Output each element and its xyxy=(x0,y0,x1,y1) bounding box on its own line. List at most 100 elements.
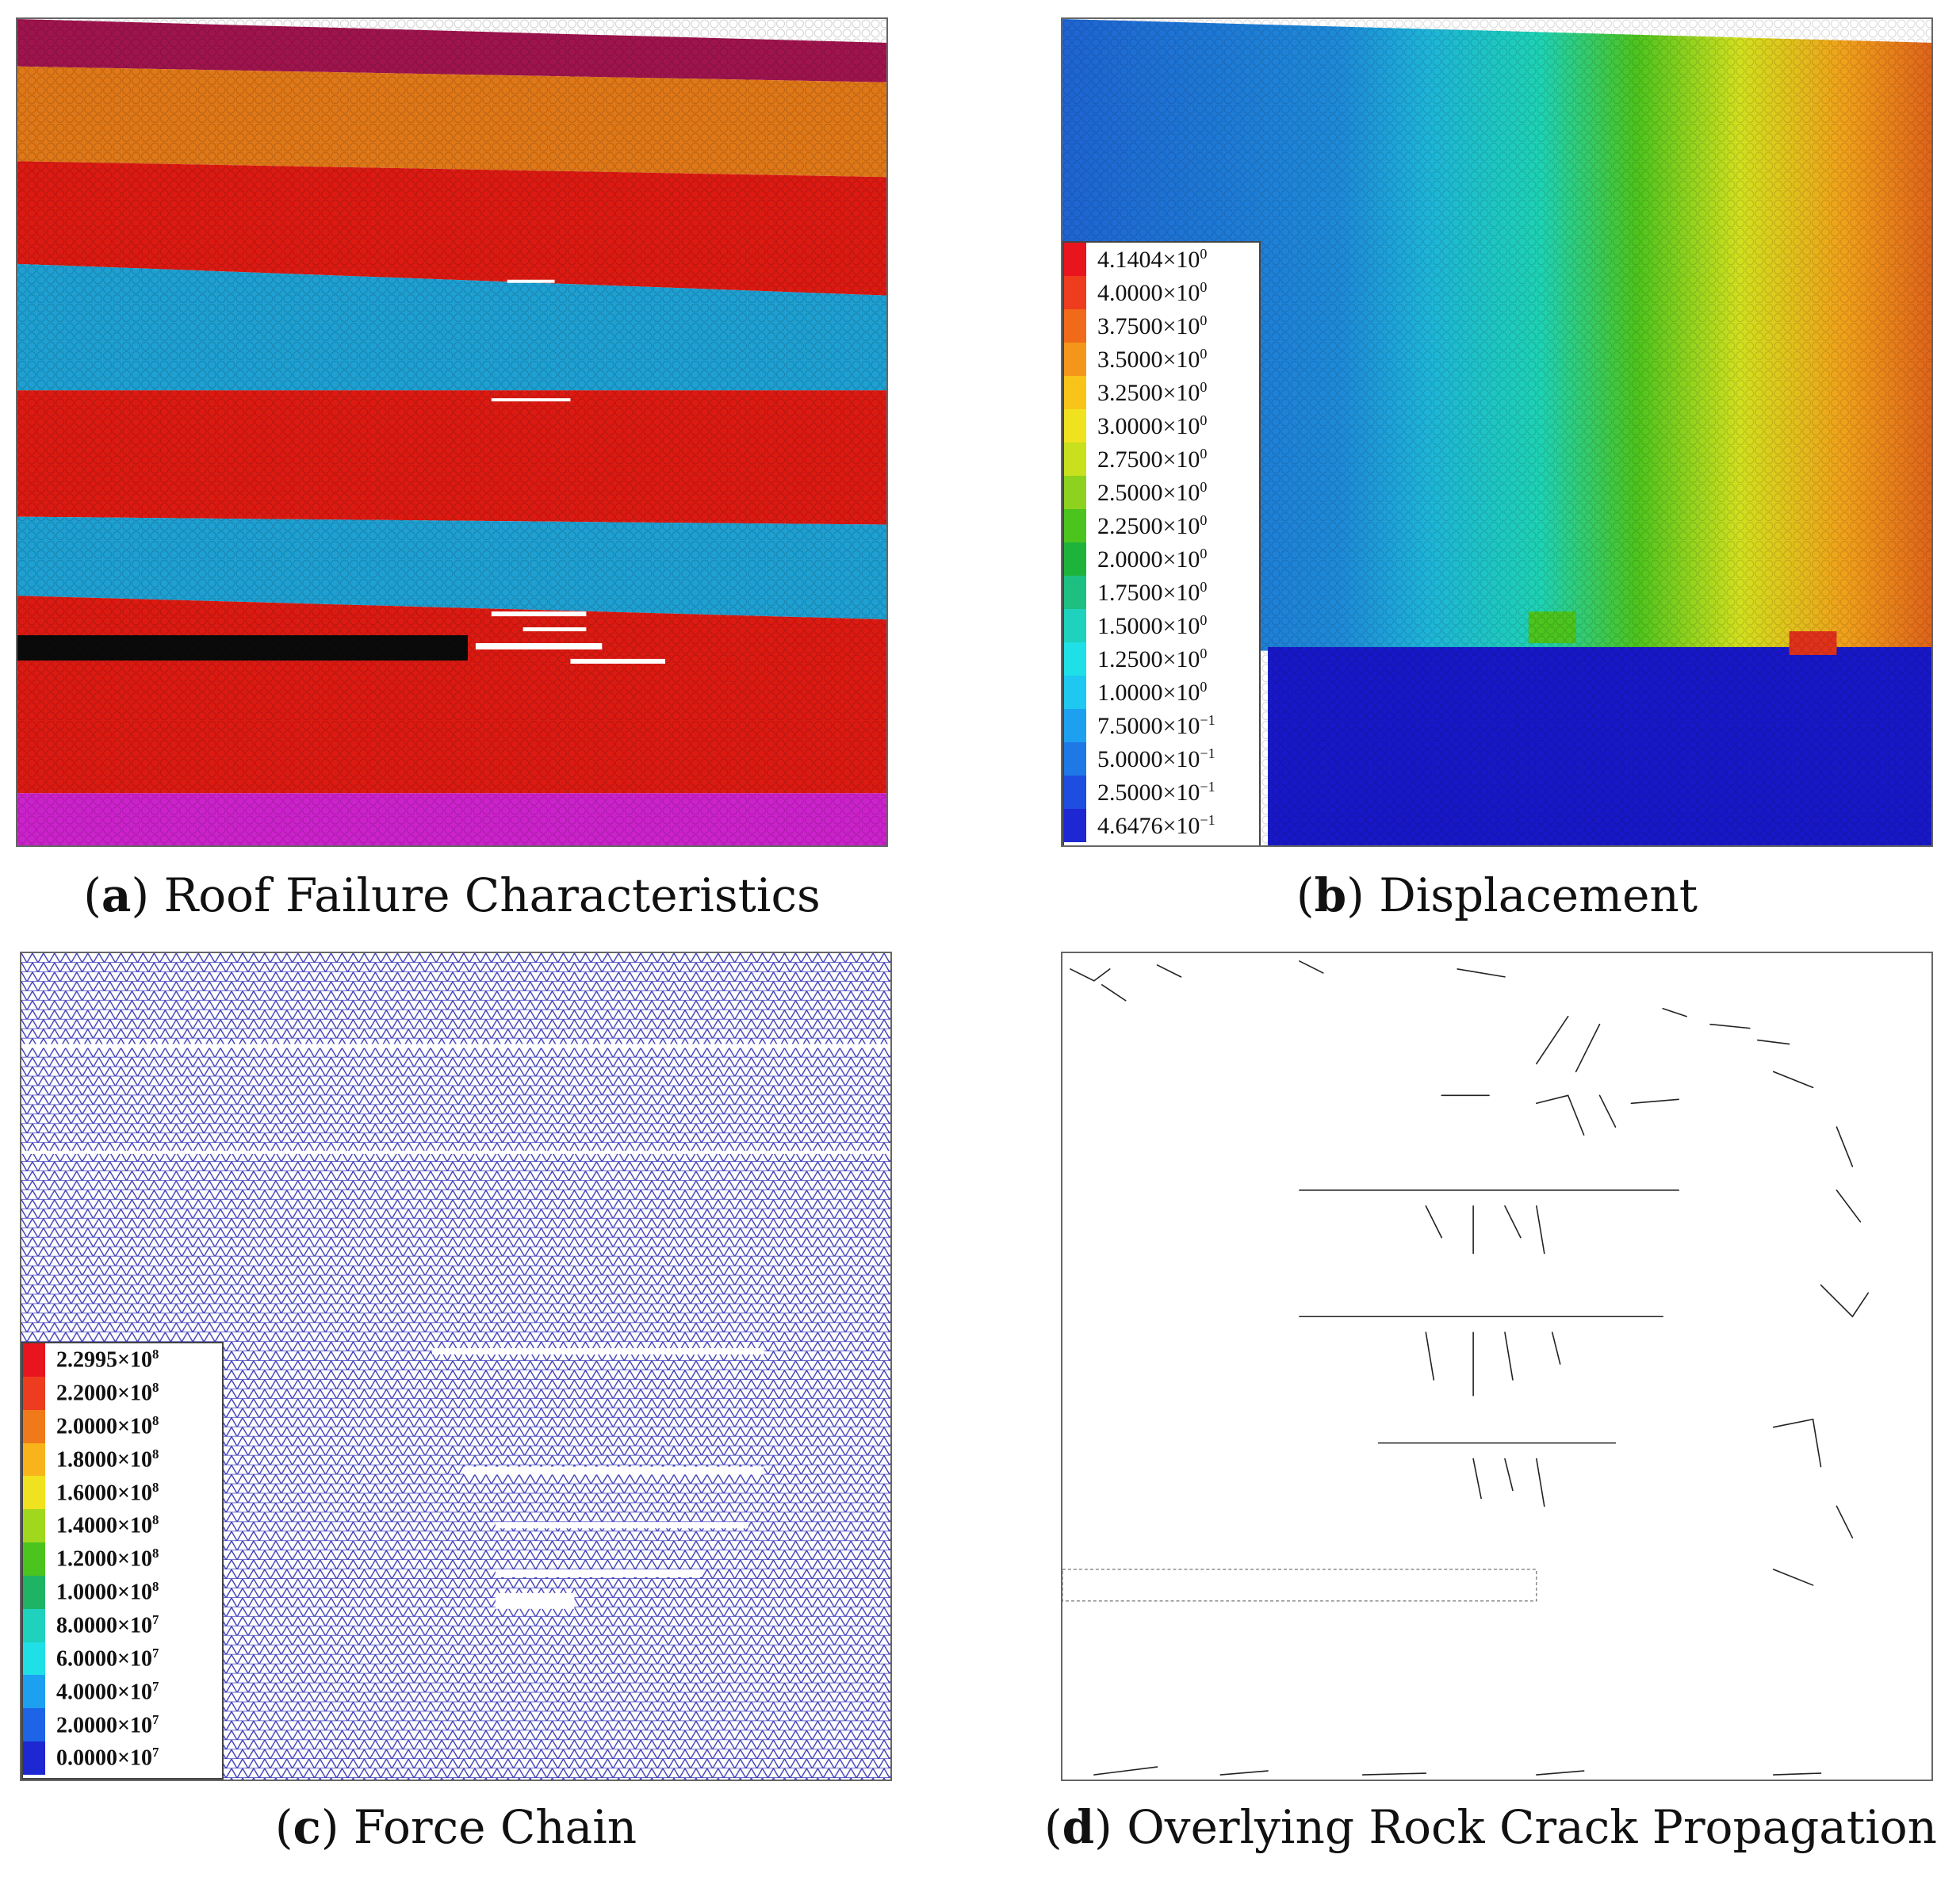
panel-a-roof-failure-image xyxy=(16,17,888,847)
caption-c: (c) Force Chain xyxy=(274,1800,637,1854)
displacement-legend-swatch xyxy=(1064,642,1086,676)
displacement-legend-row: 1.5000×100 xyxy=(1064,609,1259,642)
displacement-legend-swatch xyxy=(1064,243,1086,276)
displacement-legend-swatch xyxy=(1064,742,1086,776)
caption-a-text: Roof Failure Characteristics xyxy=(163,868,821,922)
force-chain-legend-exponent: 8 xyxy=(151,1579,159,1595)
displacement-legend-swatch xyxy=(1064,409,1086,443)
displacement-legend-mantissa: 1.0000×10 xyxy=(1097,679,1200,706)
force-chain-legend-label: 2.0000×108 xyxy=(45,1413,159,1439)
displacement-legend-row: 3.2500×100 xyxy=(1064,376,1259,409)
force-chain-legend-swatch xyxy=(23,1509,45,1543)
displacement-legend-label: 4.0000×100 xyxy=(1086,279,1207,307)
force-chain-legend-mantissa: 1.6000×10 xyxy=(56,1480,152,1505)
displacement-legend-row: 2.0000×100 xyxy=(1064,542,1259,576)
displacement-legend-label: 5.0000×10−1 xyxy=(1086,745,1215,773)
force-chain-legend: 2.2995×108 2.2000×108 2.0000×108 1.8000×108… xyxy=(21,1342,224,1780)
force-chain-legend-swatch xyxy=(23,1708,45,1742)
displacement-legend-swatch xyxy=(1064,809,1086,842)
displacement-legend-swatch xyxy=(1064,343,1086,376)
displacement-legend-row: 1.7500×100 xyxy=(1064,576,1259,609)
force-chain-legend-label: 1.2000×108 xyxy=(45,1546,159,1572)
displacement-legend-label: 2.0000×100 xyxy=(1086,546,1207,573)
force-chain-legend-exponent: 8 xyxy=(151,1347,159,1362)
force-chain-legend-mantissa: 0.0000×10 xyxy=(56,1745,152,1771)
caption-d-text: Overlying Rock Crack Propagation xyxy=(1127,1800,1938,1854)
displacement-legend-label: 2.2500×100 xyxy=(1086,512,1207,540)
displacement-legend-label: 3.5000×100 xyxy=(1086,346,1207,374)
force-chain-legend-exponent: 7 xyxy=(151,1745,159,1760)
displacement-legend-exponent: 0 xyxy=(1200,678,1208,695)
force-chain-legend-exponent: 8 xyxy=(151,1479,159,1495)
displacement-legend-row: 2.5000×100 xyxy=(1064,476,1259,509)
panel-b-displacement-image: 4.1404×100 4.0000×100 3.7500×100 3.5000×100… xyxy=(1061,17,1933,847)
displacement-legend-mantissa: 2.2500×10 xyxy=(1097,512,1200,539)
caption-a: (a) Roof Failure Characteristics xyxy=(83,868,821,922)
caption-d: (d) Overlying Rock Crack Propagation xyxy=(1043,1800,1938,1854)
displacement-legend-row: 5.0000×10−1 xyxy=(1064,742,1259,776)
force-chain-legend-row: 2.2995×108 xyxy=(23,1343,222,1377)
force-chain-legend-row: 0.0000×107 xyxy=(23,1741,222,1775)
force-chain-legend-label: 4.0000×107 xyxy=(45,1679,159,1705)
displacement-legend-exponent: 0 xyxy=(1200,445,1208,462)
force-chain-legend-row: 1.2000×108 xyxy=(23,1542,222,1576)
displacement-legend-mantissa: 2.5000×10 xyxy=(1097,479,1200,506)
caption-d-letter: d xyxy=(1062,1800,1095,1854)
force-chain-legend-exponent: 7 xyxy=(151,1645,159,1661)
force-chain-legend-label: 1.8000×108 xyxy=(45,1446,159,1473)
displacement-legend-row: 3.7500×100 xyxy=(1064,309,1259,343)
displacement-legend-mantissa: 1.7500×10 xyxy=(1097,579,1200,606)
force-chain-legend-label: 1.6000×108 xyxy=(45,1480,159,1506)
displacement-legend-exponent: 0 xyxy=(1200,245,1208,262)
displacement-legend-mantissa: 4.0000×10 xyxy=(1097,279,1200,306)
displacement-legend-row: 2.2500×100 xyxy=(1064,509,1259,542)
displacement-legend-exponent: 0 xyxy=(1200,412,1208,428)
force-chain-legend-swatch xyxy=(23,1476,45,1510)
displacement-legend-label: 2.5000×100 xyxy=(1086,479,1207,507)
displacement-legend-swatch xyxy=(1064,609,1086,642)
displacement-legend-row: 1.2500×100 xyxy=(1064,642,1259,676)
caption-c-letter: c xyxy=(293,1800,321,1854)
displacement-legend-swatch xyxy=(1064,542,1086,576)
force-chain-legend-row: 1.4000×108 xyxy=(23,1509,222,1543)
displacement-legend-label: 4.1404×100 xyxy=(1086,246,1207,274)
panel-d-crack-propagation-image xyxy=(1061,952,1933,1781)
force-chain-legend-mantissa: 1.2000×10 xyxy=(56,1546,152,1572)
displacement-legend-label: 1.7500×100 xyxy=(1086,579,1207,607)
displacement-legend-exponent: −1 xyxy=(1200,778,1215,795)
force-chain-legend-exponent: 8 xyxy=(151,1412,159,1428)
displacement-legend-row: 2.7500×100 xyxy=(1064,443,1259,476)
force-chain-legend-label: 1.4000×108 xyxy=(45,1512,159,1538)
displacement-legend-row: 4.1404×100 xyxy=(1064,243,1259,276)
force-chain-legend-row: 1.8000×108 xyxy=(23,1442,222,1477)
displacement-legend-mantissa: 4.6476×10 xyxy=(1097,812,1200,839)
displacement-legend-mantissa: 7.5000×10 xyxy=(1097,712,1200,739)
displacement-legend-exponent: 0 xyxy=(1200,511,1208,528)
caption-b-letter: b xyxy=(1314,868,1347,922)
displacement-legend-exponent: 0 xyxy=(1200,312,1208,328)
force-chain-legend-label: 8.0000×107 xyxy=(45,1612,159,1638)
displacement-legend-swatch xyxy=(1064,276,1086,309)
force-chain-legend-exponent: 7 xyxy=(151,1612,159,1628)
displacement-legend-row: 1.0000×100 xyxy=(1064,676,1259,709)
force-chain-legend-mantissa: 8.0000×10 xyxy=(56,1613,152,1638)
displacement-legend-row: 4.6476×10−1 xyxy=(1064,809,1259,842)
displacement-legend-swatch xyxy=(1064,776,1086,809)
displacement-legend-exponent: −1 xyxy=(1200,811,1215,828)
displacement-legend-label: 3.0000×100 xyxy=(1086,412,1207,440)
force-chain-legend-swatch xyxy=(23,1675,45,1709)
displacement-legend-label: 1.0000×100 xyxy=(1086,679,1207,707)
displacement-legend-label: 3.2500×100 xyxy=(1086,379,1207,407)
force-chain-legend-swatch xyxy=(23,1343,45,1377)
force-chain-legend-mantissa: 4.0000×10 xyxy=(56,1680,152,1705)
displacement-legend-mantissa: 3.0000×10 xyxy=(1097,412,1200,439)
force-chain-legend-mantissa: 6.0000×10 xyxy=(56,1646,152,1672)
force-chain-legend-exponent: 8 xyxy=(151,1512,159,1528)
displacement-legend-swatch xyxy=(1064,443,1086,476)
force-chain-legend-swatch xyxy=(23,1642,45,1676)
displacement-legend-row: 7.5000×10−1 xyxy=(1064,709,1259,742)
displacement-legend-row: 2.5000×10−1 xyxy=(1064,776,1259,809)
displacement-legend-mantissa: 4.1404×10 xyxy=(1097,246,1200,273)
force-chain-legend-swatch xyxy=(23,1575,45,1609)
displacement-legend-exponent: 0 xyxy=(1200,545,1208,561)
